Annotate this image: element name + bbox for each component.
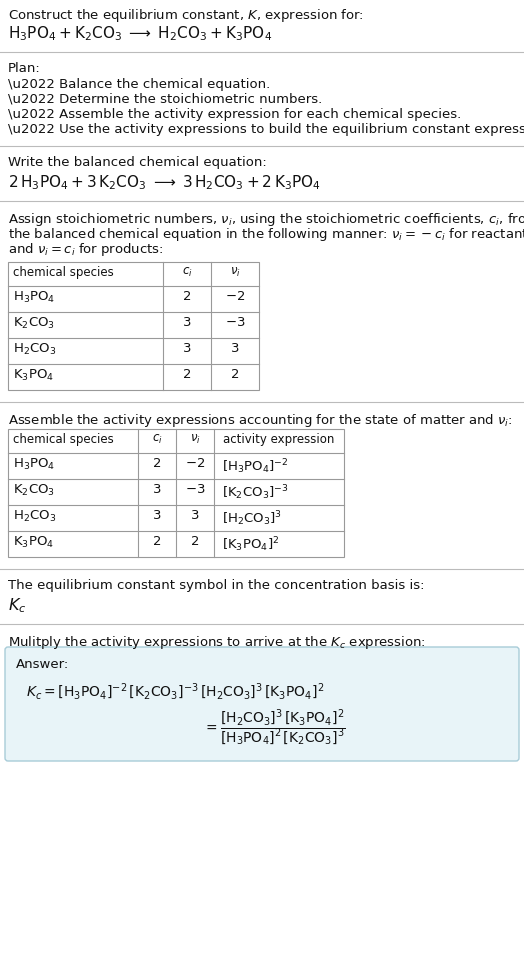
Text: $[\mathrm{K_2CO_3}]^{-3}$: $[\mathrm{K_2CO_3}]^{-3}$: [222, 483, 289, 502]
Text: $\mathrm{H_3PO_4 + K_2CO_3 \;\longrightarrow\; H_2CO_3 + K_3PO_4}$: $\mathrm{H_3PO_4 + K_2CO_3 \;\longrighta…: [8, 24, 272, 42]
Text: Assemble the activity expressions accounting for the state of matter and $\nu_i$: Assemble the activity expressions accoun…: [8, 412, 512, 429]
Text: chemical species: chemical species: [13, 433, 114, 446]
Text: $\mathrm{H_2CO_3}$: $\mathrm{H_2CO_3}$: [13, 342, 56, 357]
Text: $K_c$: $K_c$: [8, 596, 26, 615]
Text: $\mathrm{H_3PO_4}$: $\mathrm{H_3PO_4}$: [13, 290, 55, 305]
Text: $\mathrm{H_3PO_4}$: $\mathrm{H_3PO_4}$: [13, 457, 55, 472]
Text: $\nu_i$: $\nu_i$: [230, 266, 241, 279]
Text: \u2022 Determine the stoichiometric numbers.: \u2022 Determine the stoichiometric numb…: [8, 93, 322, 106]
Text: The equilibrium constant symbol in the concentration basis is:: The equilibrium constant symbol in the c…: [8, 579, 424, 592]
Text: $-3$: $-3$: [185, 483, 205, 496]
Text: 3: 3: [183, 342, 191, 355]
Text: $\mathrm{H_2CO_3}$: $\mathrm{H_2CO_3}$: [13, 509, 56, 524]
Text: 3: 3: [191, 509, 199, 522]
FancyBboxPatch shape: [5, 647, 519, 761]
Text: $-2$: $-2$: [225, 290, 245, 303]
Text: $[\mathrm{K_3PO_4}]^{2}$: $[\mathrm{K_3PO_4}]^{2}$: [222, 535, 279, 554]
Text: 2: 2: [231, 368, 239, 381]
Text: 2: 2: [191, 535, 199, 548]
Text: \u2022 Assemble the activity expression for each chemical species.: \u2022 Assemble the activity expression …: [8, 108, 461, 121]
Text: $[\mathrm{H_3PO_4}]^{-2}$: $[\mathrm{H_3PO_4}]^{-2}$: [222, 457, 288, 476]
Text: \u2022 Use the activity expressions to build the equilibrium constant expression: \u2022 Use the activity expressions to b…: [8, 123, 524, 136]
Text: 3: 3: [153, 483, 161, 496]
Text: $-2$: $-2$: [185, 457, 205, 470]
Text: \u2022 Balance the chemical equation.: \u2022 Balance the chemical equation.: [8, 78, 270, 91]
Text: Assign stoichiometric numbers, $\nu_i$, using the stoichiometric coefficients, $: Assign stoichiometric numbers, $\nu_i$, …: [8, 211, 524, 228]
Text: chemical species: chemical species: [13, 266, 114, 279]
Text: Plan:: Plan:: [8, 62, 41, 75]
Text: activity expression: activity expression: [223, 433, 335, 446]
Text: Construct the equilibrium constant, $K$, expression for:: Construct the equilibrium constant, $K$,…: [8, 7, 364, 24]
Text: 2: 2: [183, 290, 191, 303]
Text: 3: 3: [153, 509, 161, 522]
Text: $[\mathrm{H_2CO_3}]^{3}$: $[\mathrm{H_2CO_3}]^{3}$: [222, 509, 282, 528]
Text: $c_i$: $c_i$: [182, 266, 192, 279]
Text: $\mathrm{2\,H_3PO_4 + 3\,K_2CO_3 \;\longrightarrow\; 3\,H_2CO_3 + 2\,K_3PO_4}$: $\mathrm{2\,H_3PO_4 + 3\,K_2CO_3 \;\long…: [8, 173, 321, 191]
Text: 3: 3: [183, 316, 191, 329]
Bar: [8, 262, 259, 390]
Text: 2: 2: [153, 535, 161, 548]
Text: Answer:: Answer:: [16, 658, 69, 671]
Text: Write the balanced chemical equation:: Write the balanced chemical equation:: [8, 156, 267, 169]
Text: the balanced chemical equation in the following manner: $\nu_i = -c_i$ for react: the balanced chemical equation in the fo…: [8, 226, 524, 243]
Bar: [8, 429, 344, 557]
Text: $\mathrm{K_2CO_3}$: $\mathrm{K_2CO_3}$: [13, 316, 55, 332]
Text: Mulitply the activity expressions to arrive at the $K_c$ expression:: Mulitply the activity expressions to arr…: [8, 634, 426, 651]
Text: $= \dfrac{[\mathrm{H_2CO_3}]^{3}\,[\mathrm{K_3PO_4}]^{2}}{[\mathrm{H_3PO_4}]^{2}: $= \dfrac{[\mathrm{H_2CO_3}]^{3}\,[\math…: [203, 708, 346, 749]
Text: 2: 2: [183, 368, 191, 381]
Text: $-3$: $-3$: [225, 316, 245, 329]
Text: and $\nu_i = c_i$ for products:: and $\nu_i = c_i$ for products:: [8, 241, 163, 258]
Text: $\mathrm{K_2CO_3}$: $\mathrm{K_2CO_3}$: [13, 483, 55, 498]
Text: $c_i$: $c_i$: [151, 433, 162, 446]
Text: $\mathrm{K_3PO_4}$: $\mathrm{K_3PO_4}$: [13, 535, 54, 550]
Text: $K_c = [\mathrm{H_3PO_4}]^{-2}\,[\mathrm{K_2CO_3}]^{-3}\,[\mathrm{H_2CO_3}]^{3}\: $K_c = [\mathrm{H_3PO_4}]^{-2}\,[\mathrm…: [26, 682, 324, 702]
Text: 2: 2: [153, 457, 161, 470]
Text: 3: 3: [231, 342, 239, 355]
Text: $\mathrm{K_3PO_4}$: $\mathrm{K_3PO_4}$: [13, 368, 54, 383]
Text: $\nu_i$: $\nu_i$: [190, 433, 200, 446]
